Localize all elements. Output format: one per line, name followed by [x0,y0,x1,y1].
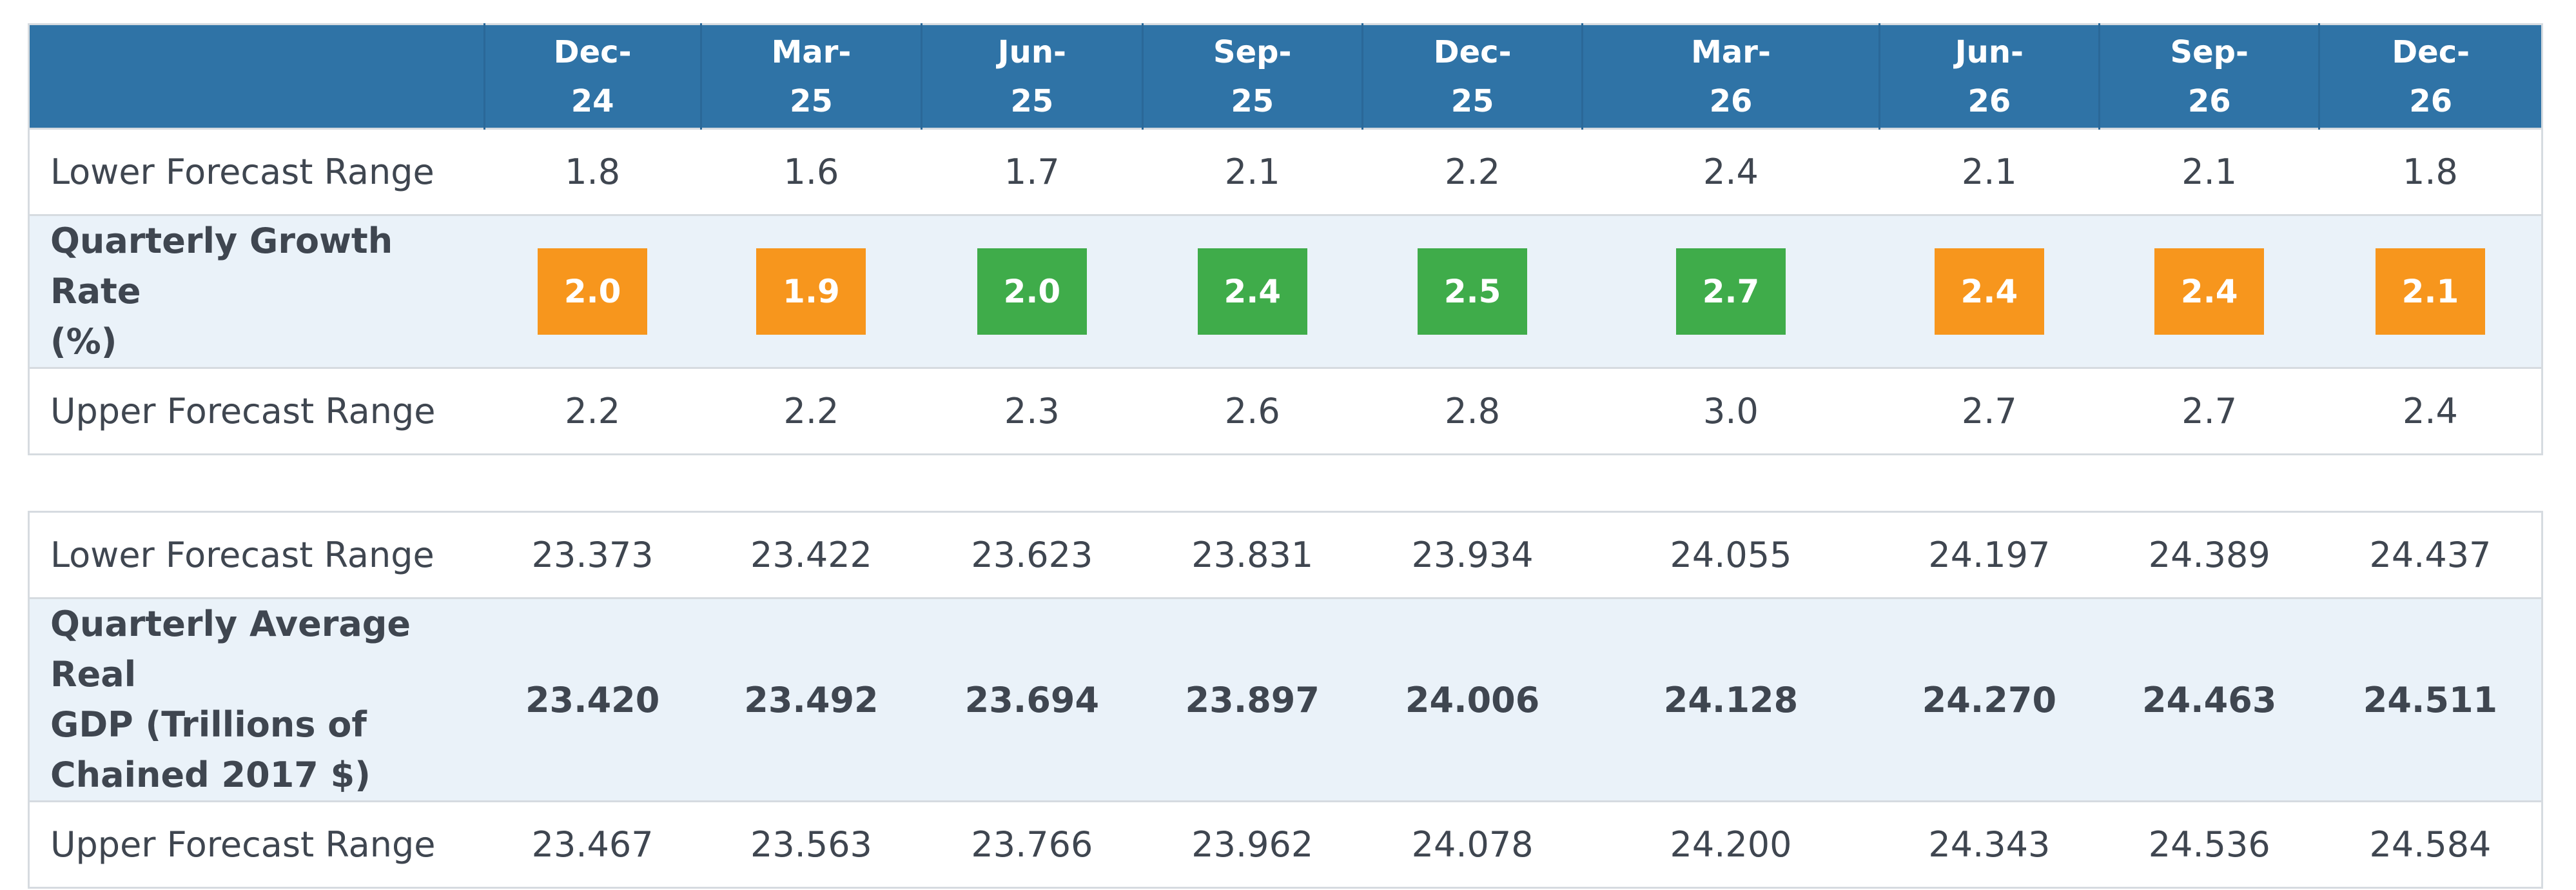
table-cell: 1.9 [701,215,921,368]
table-row: Lower Forecast Range 23.373 23.422 23.62… [28,511,2542,598]
row-label-line: (%) [50,321,117,362]
table-cell: 2.7 [1583,215,1879,368]
table-cell: 2.3 [1004,391,1060,431]
table-cell: 23.492 [744,679,879,720]
table-cell: 23.420 [525,679,660,720]
column-header: Jun- 25 [921,24,1143,129]
table-cell: 2.1 [2319,215,2542,368]
column-header: Jun- 26 [1878,24,2100,129]
table-cell: 24.511 [2363,679,2498,720]
row-label: Upper Forecast Range [50,391,436,431]
table-cell: 1.8 [565,152,621,192]
table-cell: 3.0 [1703,391,1759,431]
table-cell: 23.831 [1191,535,1314,575]
table-header-row: Dec- 24 Mar- 25 Jun- 25 Sep- 25 Dec- 25 Mar- 2… [28,24,2542,129]
row-label-line: Quarterly Average Real [50,604,411,695]
table-cell: 2.2 [1445,152,1501,192]
growth-badge: 2.4 [1934,248,2044,335]
row-label-line: GDP (Trillions of [50,704,367,745]
gdp-forecast-table: Lower Forecast Range 23.373 23.422 23.62… [28,511,2543,889]
table-cell: 2.5 [1362,215,1582,368]
row-label: Upper Forecast Range [50,824,436,865]
table-cell: 23.563 [750,824,872,865]
column-header: Dec- 26 [2318,24,2542,129]
table-cell: 1.6 [783,152,839,192]
table-cell: 24.197 [1928,535,2051,575]
table-cell: 2.1 [2181,152,2238,192]
table-cell: 23.962 [1191,824,1314,865]
growth-badge: 2.4 [2154,248,2265,335]
growth-badge: 2.1 [2375,248,2485,335]
table-cell: 1.8 [2403,152,2458,192]
table-cell: 2.4 [1703,152,1759,192]
table-cell: 24.463 [2142,679,2277,720]
table-cell: 24.389 [2148,535,2270,575]
table-cell: 24.584 [2369,824,2492,865]
row-label-line: Chained 2017 $) [50,755,371,795]
table-cell: 23.897 [1185,679,1320,720]
table-cell: 2.2 [565,391,621,431]
table-cell: 23.373 [531,535,654,575]
table-cell: 23.694 [964,679,1100,720]
table-cell: 2.2 [783,391,839,431]
table-cell: 23.934 [1411,535,1534,575]
table-cell: 2.4 [1142,215,1362,368]
table-cell: 24.055 [1670,535,1792,575]
table-cell: 2.1 [1224,152,1280,192]
table-cell: 24.078 [1411,824,1534,865]
column-header: Sep- 25 [1141,24,1363,129]
table-cell: 23.623 [971,535,1093,575]
column-header: Dec- 24 [483,24,701,129]
table-cell: 24.270 [1922,679,2057,720]
header-label-cell [29,25,485,129]
table-cell: 2.0 [922,215,1142,368]
growth-badge: 1.9 [756,248,866,335]
table-cell: 23.766 [971,824,1093,865]
column-header: Mar- 25 [699,24,922,129]
growth-badge: 2.7 [1675,248,1786,335]
table-cell: 2.4 [1879,215,2099,368]
column-header: Mar- 26 [1581,24,1880,129]
table-cell: 2.4 [2100,215,2319,368]
column-header: Sep- 26 [2098,24,2319,129]
table-cell: 24.200 [1670,824,1792,865]
table-cell: 2.7 [1961,391,2017,431]
table-row: Quarterly Growth Rate (%) 2.0 1.9 2.0 2.4… [28,215,2542,368]
growth-badge: 2.4 [1197,248,1307,335]
table-cell: 2.0 [484,215,701,368]
table-cell: 24.437 [2369,535,2492,575]
table-cell: 2.1 [1961,152,2017,192]
growth-badge: 2.0 [977,248,1087,335]
table-cell: 2.8 [1445,391,1501,431]
row-label: Quarterly Average Real GDP (Trillions of C… [29,598,485,802]
table-cell: 23.422 [750,535,872,575]
table-row: Lower Forecast Range 1.8 1.6 1.7 2.1 2.2… [28,128,2542,215]
table-cell: 2.6 [1224,391,1280,431]
table-cell: 23.467 [531,824,654,865]
table-cell: 24.536 [2148,824,2270,865]
row-label: Lower Forecast Range [50,535,434,575]
table-row: Quarterly Average Real GDP (Trillions of C… [28,598,2542,802]
growth-badge: 2.0 [538,248,648,335]
table-row: Upper Forecast Range 23.467 23.563 23.76… [28,801,2542,888]
table-cell: 2.4 [2403,391,2458,431]
growth-forecast-table: Dec- 24 Mar- 25 Jun- 25 Sep- 25 Dec- 25 Mar- 2… [28,23,2543,455]
table-cell: 24.343 [1928,824,2051,865]
column-header: Dec- 25 [1361,24,1583,129]
row-label: Lower Forecast Range [50,152,434,192]
table-cell: 24.006 [1405,679,1540,720]
row-label-line: Quarterly Growth Rate [50,221,393,312]
row-label: Quarterly Growth Rate (%) [29,215,485,368]
growth-badge: 2.5 [1418,248,1528,335]
table-cell: 2.7 [2181,391,2238,431]
table-cell: 1.7 [1004,152,1060,192]
table-cell: 24.128 [1663,679,1799,720]
table-row: Upper Forecast Range 2.2 2.2 2.3 2.6 2.8… [28,368,2542,455]
